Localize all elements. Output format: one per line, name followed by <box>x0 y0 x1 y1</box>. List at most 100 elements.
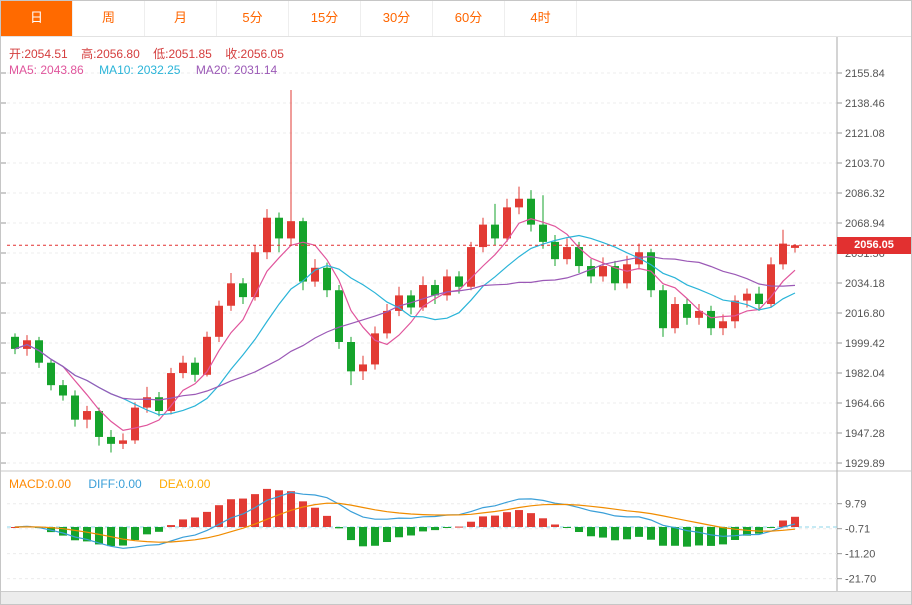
timeframe-toolbar: 日 周 月 5分 15分 30分 60分 4时 <box>1 1 911 37</box>
candle-body <box>371 333 379 365</box>
tab-15min[interactable]: 15分 <box>289 1 361 36</box>
tab-4hour[interactable]: 4时 <box>505 1 577 36</box>
macd-histogram-bar <box>83 527 91 542</box>
macd-histogram-bar <box>179 519 187 527</box>
macd-value: MACD:0.00 <box>9 477 72 491</box>
price-axis-label: 2086.32 <box>845 188 885 200</box>
macd-histogram-bar <box>383 527 391 543</box>
candle-body <box>167 373 175 412</box>
macd-histogram-bar <box>239 498 247 527</box>
candle-body <box>335 290 343 342</box>
price-axis-label: 2068.94 <box>845 218 885 230</box>
macd-histogram-bar <box>359 527 367 547</box>
macd-histogram-bar <box>431 527 439 531</box>
candle-body <box>731 300 739 322</box>
candle-body <box>479 224 487 248</box>
candle-body <box>551 241 559 260</box>
macd-histogram-bar <box>95 527 103 545</box>
candle-body <box>407 295 415 308</box>
candle-body <box>527 198 535 225</box>
price-axis-label: 2155.84 <box>845 68 885 80</box>
macd-histogram-bar <box>263 488 271 527</box>
macd-histogram-bar <box>515 510 523 527</box>
candle-body <box>47 362 55 386</box>
candle-body <box>611 266 619 284</box>
candle-body <box>755 293 763 305</box>
candle-body <box>347 341 355 372</box>
candle-body <box>539 224 547 242</box>
close-value: 收:2056.05 <box>225 47 284 61</box>
ma10-line <box>14 234 796 416</box>
tab-30min[interactable]: 30分 <box>361 1 433 36</box>
low-value: 低:2051.85 <box>153 47 212 61</box>
macd-histogram-bar <box>635 527 643 537</box>
price-axis-label: 1947.28 <box>845 428 885 440</box>
candle-body <box>191 362 199 375</box>
tab-60min[interactable]: 60分 <box>433 1 505 36</box>
chart-region: 开:2054.51 高:2056.80 低:2051.85 收:2056.05 … <box>1 37 911 604</box>
tab-month[interactable]: 月 <box>145 1 217 36</box>
candle-body <box>623 264 631 284</box>
candle-body <box>467 247 475 287</box>
candle-body <box>131 407 139 441</box>
macd-histogram-bar <box>323 515 331 527</box>
tab-week[interactable]: 周 <box>73 1 145 36</box>
price-axis-label: 2121.08 <box>845 128 885 140</box>
candle-body <box>503 207 511 239</box>
candle-body <box>383 310 391 334</box>
macd-histogram-bar <box>287 491 295 527</box>
candle-body <box>659 290 667 329</box>
ma5-line <box>14 218 796 432</box>
macd-histogram-bar <box>755 527 763 534</box>
candle-body <box>791 245 799 248</box>
macd-histogram-bar <box>671 527 679 546</box>
candle-body <box>251 252 259 298</box>
candle-body <box>287 221 295 239</box>
tab-day[interactable]: 日 <box>1 1 73 36</box>
macd-histogram-bar <box>443 527 451 528</box>
candle-body <box>395 295 403 311</box>
diff-line <box>14 491 796 549</box>
macd-histogram-bar <box>251 494 259 527</box>
candle-body <box>491 224 499 239</box>
macd-histogram-bar <box>479 516 487 527</box>
price-axis-label: 2138.46 <box>845 98 885 110</box>
price-axis-label: 1999.42 <box>845 338 885 350</box>
candle-body <box>35 340 43 363</box>
tab-5min[interactable]: 5分 <box>217 1 289 36</box>
macd-histogram-bar <box>659 527 667 546</box>
candle-body <box>263 217 271 253</box>
macd-histogram-bar <box>11 527 19 528</box>
macd-histogram-bar <box>119 527 127 546</box>
price-axis-label: 1982.04 <box>845 368 885 380</box>
candle-body <box>299 221 307 282</box>
macd-histogram-bar <box>491 515 499 527</box>
macd-readout: MACD:0.00 DIFF:0.00 DEA:0.00 <box>9 477 224 491</box>
macd-histogram-bar <box>335 527 343 529</box>
candle-body <box>455 276 463 287</box>
macd-histogram-bar <box>395 527 403 538</box>
candle-body <box>587 266 595 277</box>
candlestick-chart[interactable]: 2155.84 2138.46 2121.08 2103.70 2086.32 2068.… <box>1 37 911 604</box>
macd-histogram-bar <box>167 525 175 527</box>
price-axis-label: 1929.89 <box>845 458 885 470</box>
macd-histogram-bar <box>371 527 379 546</box>
price-axis-label: 2034.18 <box>845 278 885 290</box>
candle-body <box>203 336 211 375</box>
candle-body <box>767 264 775 305</box>
macd-histogram-bar <box>623 527 631 540</box>
candle-body <box>671 304 679 329</box>
candle-body <box>707 310 715 329</box>
macd-histogram-bar <box>587 527 595 537</box>
macd-histogram-bar <box>599 527 607 538</box>
macd-histogram-bar <box>707 527 715 546</box>
macd-axis-label: -11.20 <box>845 549 875 561</box>
time-axis-strip[interactable] <box>1 591 911 604</box>
macd-histogram-bar <box>59 527 67 536</box>
macd-histogram-bar <box>155 527 163 532</box>
macd-histogram-bar <box>527 513 535 527</box>
macd-histogram-bar <box>791 516 799 527</box>
macd-histogram-bar <box>467 521 475 527</box>
candle-body <box>779 243 787 265</box>
